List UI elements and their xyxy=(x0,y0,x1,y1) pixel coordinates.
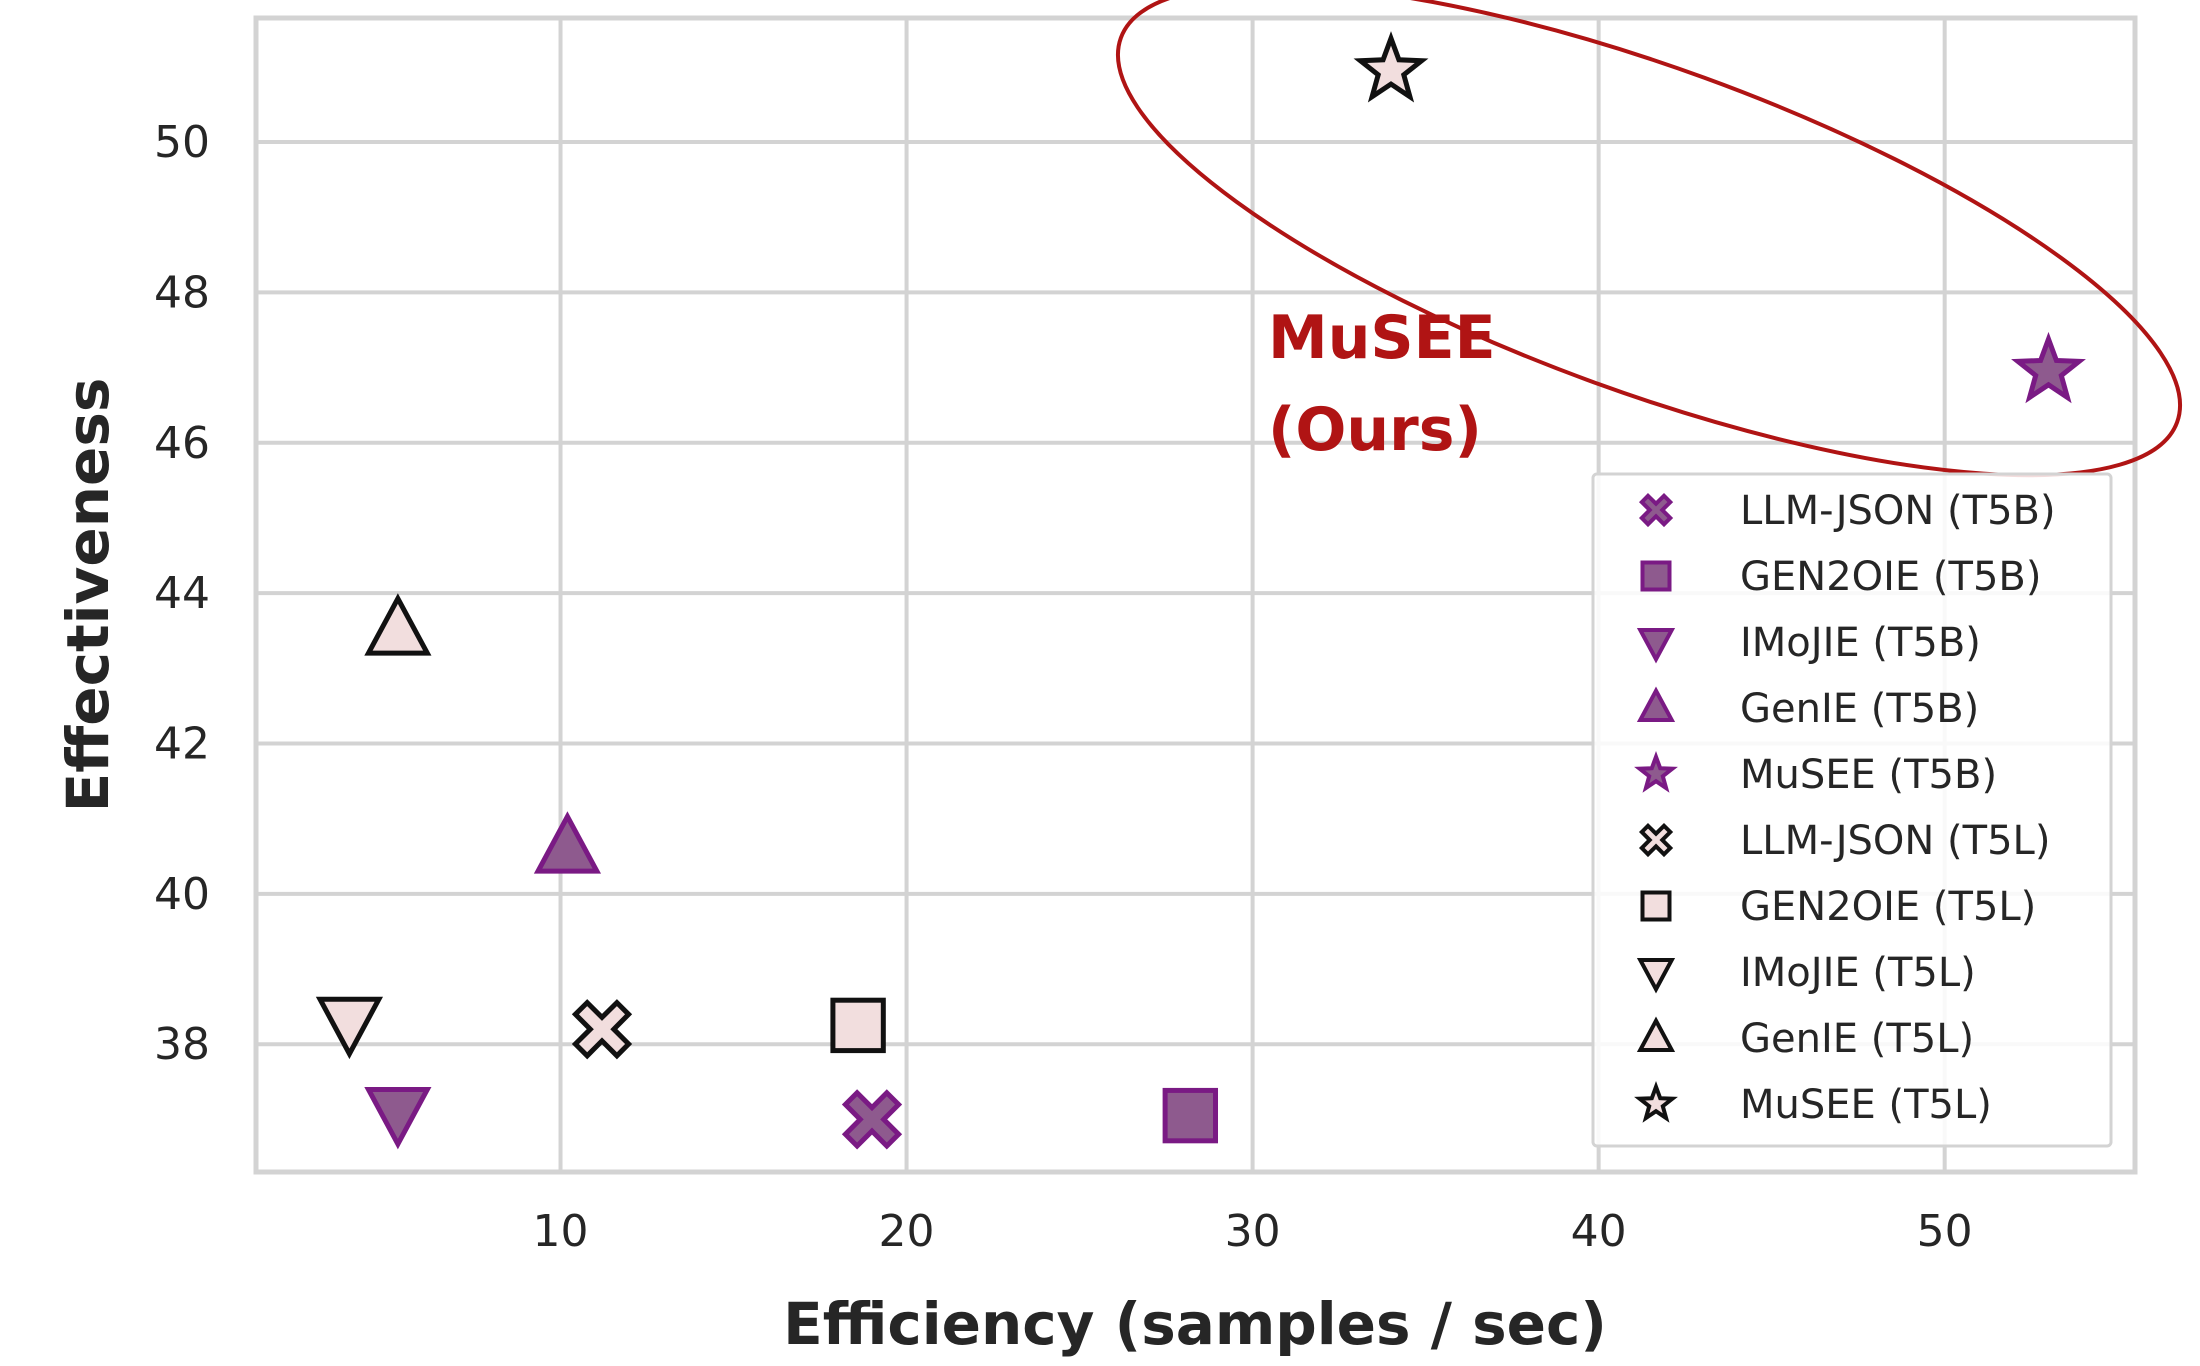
legend-marker-llm-json-t5l xyxy=(1638,822,1674,858)
legend-label-llm-json-t5b: LLM-JSON (T5B) xyxy=(1740,488,2056,534)
y-tick-label: 50 xyxy=(154,117,210,168)
legend-label-musee-t5l: MuSEE (T5L) xyxy=(1740,1082,1992,1128)
x-tick-label: 40 xyxy=(1571,1206,1627,1257)
legend-label-genie-t5b: GenIE (T5B) xyxy=(1740,686,1979,732)
x-tick-label: 50 xyxy=(1917,1206,1973,1257)
y-tick-label: 38 xyxy=(154,1019,210,1070)
legend-label-musee-t5b: MuSEE (T5B) xyxy=(1740,752,1997,798)
legend-marker-llm-json-t5b xyxy=(1638,492,1674,528)
tick-labels: 10 20 30 40 50 38 40 42 44 46 48 50 xyxy=(154,117,1973,1257)
legend: LLM-JSON (T5B) GEN2OIE (T5B) IMoJIE (T5B) G… xyxy=(1591,472,2113,1148)
legend-marker-musee-t5b xyxy=(1634,751,1678,793)
legend-marker-genie-t5b xyxy=(1636,686,1676,722)
legend-marker-imojie-t5b xyxy=(1636,628,1676,664)
legend-marker-gen2oie-t5l xyxy=(1640,890,1672,922)
legend-label-imojie-t5l: IMoJIE (T5L) xyxy=(1740,950,1976,996)
legend-box xyxy=(1591,472,2113,1148)
point-imojie-t5l xyxy=(315,996,384,1060)
y-tick-label: 42 xyxy=(154,718,210,769)
legend-label-genie-t5l: GenIE (T5L) xyxy=(1740,1016,1974,1062)
musee-highlight-ellipse xyxy=(1115,0,2183,478)
point-genie-t5b xyxy=(533,811,602,874)
x-tick-label: 30 xyxy=(1225,1206,1281,1257)
point-gen2oie-t5l xyxy=(830,997,886,1054)
legend-label-llm-json-t5l: LLM-JSON (T5L) xyxy=(1740,818,2050,864)
point-imojie-t5b xyxy=(364,1086,432,1150)
point-musee-t5b xyxy=(2011,331,2086,404)
legend-marker-genie-t5l xyxy=(1636,1016,1676,1052)
point-musee-t5l xyxy=(1353,31,1429,103)
legend-marker-imojie-t5l xyxy=(1636,958,1676,994)
musee-highlight: MuSEE (Ours) xyxy=(1115,0,2183,478)
y-tick-label: 40 xyxy=(154,869,210,920)
point-llm-json-t5l xyxy=(571,999,633,1060)
legend-label-imojie-t5b: IMoJIE (T5B) xyxy=(1740,620,1981,666)
x-tick-label: 10 xyxy=(533,1206,589,1257)
y-tick-label: 46 xyxy=(154,418,210,469)
x-tick-label: 20 xyxy=(879,1206,935,1257)
y-tick-label: 48 xyxy=(154,267,210,318)
point-genie-t5l xyxy=(364,593,432,656)
musee-annotation-line-1: MuSEE xyxy=(1268,303,1496,373)
legend-marker-musee-t5l xyxy=(1634,1081,1678,1123)
legend-label-gen2oie-t5l: GEN2OIE (T5L) xyxy=(1740,884,2036,930)
x-axis-title: Efficiency (samples / sec) xyxy=(783,1290,1607,1358)
legend-label-gen2oie-t5b: GEN2OIE (T5B) xyxy=(1740,554,2041,600)
plot-frame xyxy=(253,15,2138,1175)
musee-annotation-line-2: (Ours) xyxy=(1268,395,1482,465)
data-points xyxy=(315,31,2086,1150)
point-llm-json-t5b xyxy=(841,1089,903,1150)
point-gen2oie-t5b xyxy=(1162,1087,1219,1144)
legend-marker-gen2oie-t5b xyxy=(1640,560,1672,592)
y-axis-title: Effectiveness xyxy=(54,378,122,813)
y-tick-label: 44 xyxy=(154,568,210,619)
